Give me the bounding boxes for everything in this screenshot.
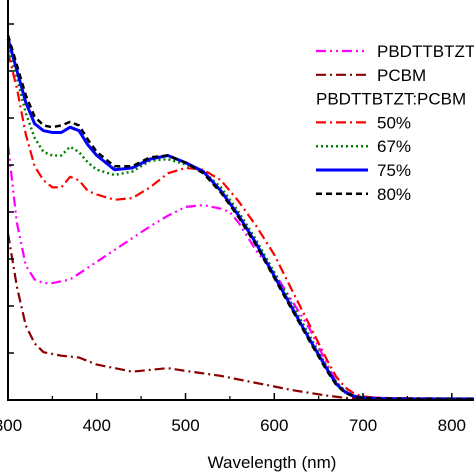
x-tick-label: 400 <box>83 416 111 435</box>
plot-frame <box>7 0 474 401</box>
x-tick-label: 300 <box>0 416 22 435</box>
x-axis-label: Wavelength (nm) <box>208 453 337 472</box>
x-axis: 300 400 500 600 700 800 <box>0 393 466 435</box>
series-line-0 <box>6 144 474 400</box>
plot-lines <box>6 34 474 401</box>
legend-label-2: 50% <box>377 113 411 132</box>
series-line-5 <box>6 34 474 401</box>
legend: PBDTTBTZT PCBM PBDTTBTZT:PCBM 50% 67% 75% 80% <box>316 42 474 204</box>
legend-label-0: PBDTTBTZT <box>377 42 474 61</box>
legend-label-3: 67% <box>377 137 411 156</box>
legend-label-1: PCBM <box>377 66 426 85</box>
legend-group-title: PBDTTBTZT:PCBM <box>316 90 466 109</box>
series-line-1 <box>6 233 474 401</box>
x-tick-label: 600 <box>260 416 288 435</box>
x-tick-label: 800 <box>438 416 466 435</box>
x-tick-label: 700 <box>349 416 377 435</box>
x-tick-label: 500 <box>171 416 199 435</box>
legend-label-4: 75% <box>377 161 411 180</box>
legend-label-5: 80% <box>377 185 411 204</box>
